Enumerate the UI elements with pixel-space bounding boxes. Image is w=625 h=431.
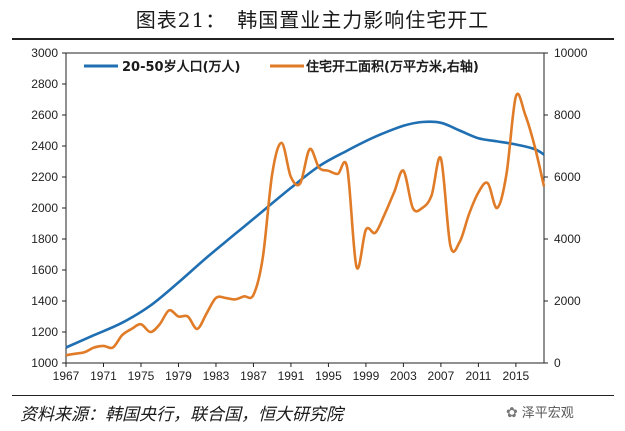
- chart-title: 图表21： 韩国置业主力影响住宅开工: [135, 8, 490, 32]
- y-left-tick-label: 2600: [31, 108, 58, 122]
- y-right-tick-label: 4000: [554, 232, 581, 246]
- x-tick-label: 1971: [90, 369, 117, 383]
- y-left-tick-label: 2400: [31, 139, 58, 153]
- x-tick-label: 1975: [128, 369, 155, 383]
- y-left-tick-label: 1600: [31, 263, 58, 277]
- bottom-rule: [12, 395, 614, 396]
- wechat-icon: ✿: [506, 405, 518, 421]
- y-right-tick-label: 8000: [554, 108, 581, 122]
- x-tick-label: 2003: [390, 369, 417, 383]
- housing-starts-line: [65, 92, 546, 357]
- source-note: 资料来源：韩国央行，联合国，恒大研究院: [20, 405, 343, 425]
- y-left-tick-label: 2800: [31, 77, 58, 91]
- x-tick-label: 1979: [165, 369, 192, 383]
- x-tick-label: 1987: [240, 369, 267, 383]
- y-left-tick-label: 1400: [31, 294, 58, 308]
- watermark: ✿ 泽平宏观: [506, 402, 574, 421]
- x-tick-label: 1991: [278, 369, 305, 383]
- legend: 20-50岁人口(万人) 住宅开工面积(万平方米,右轴): [84, 59, 479, 75]
- y-right-tick-label: 6000: [554, 170, 581, 184]
- y-left-tick-label: 1200: [31, 325, 58, 339]
- y-left-tick-label: 2000: [31, 201, 58, 215]
- x-tick-label: 1999: [353, 369, 380, 383]
- x-tick-label: 2011: [465, 369, 491, 383]
- x-tick-label: 1967: [53, 369, 80, 383]
- y-right-tick-label: 2000: [554, 294, 581, 308]
- y-left-tick-label: 3000: [31, 46, 58, 60]
- y-right-tick-label: 0: [554, 356, 561, 370]
- top-rule: [12, 38, 614, 40]
- population-line: [65, 120, 545, 349]
- y-left-tick-label: 2200: [31, 170, 58, 184]
- legend-label-housing-starts: 住宅开工面积(万平方米,右轴): [306, 59, 479, 75]
- x-tick-label: 2015: [503, 369, 530, 383]
- y-left-tick-label: 1800: [31, 232, 58, 246]
- x-tick-label: 1983: [203, 369, 230, 383]
- y-left-tick-label: 1000: [31, 356, 58, 370]
- y-right-tick-label: 10000: [554, 46, 588, 60]
- x-tick-label: 2007: [428, 369, 455, 383]
- x-tick-label: 1995: [315, 369, 342, 383]
- legend-label-population: 20-50岁人口(万人): [122, 59, 240, 75]
- watermark-text: 泽平宏观: [521, 406, 574, 421]
